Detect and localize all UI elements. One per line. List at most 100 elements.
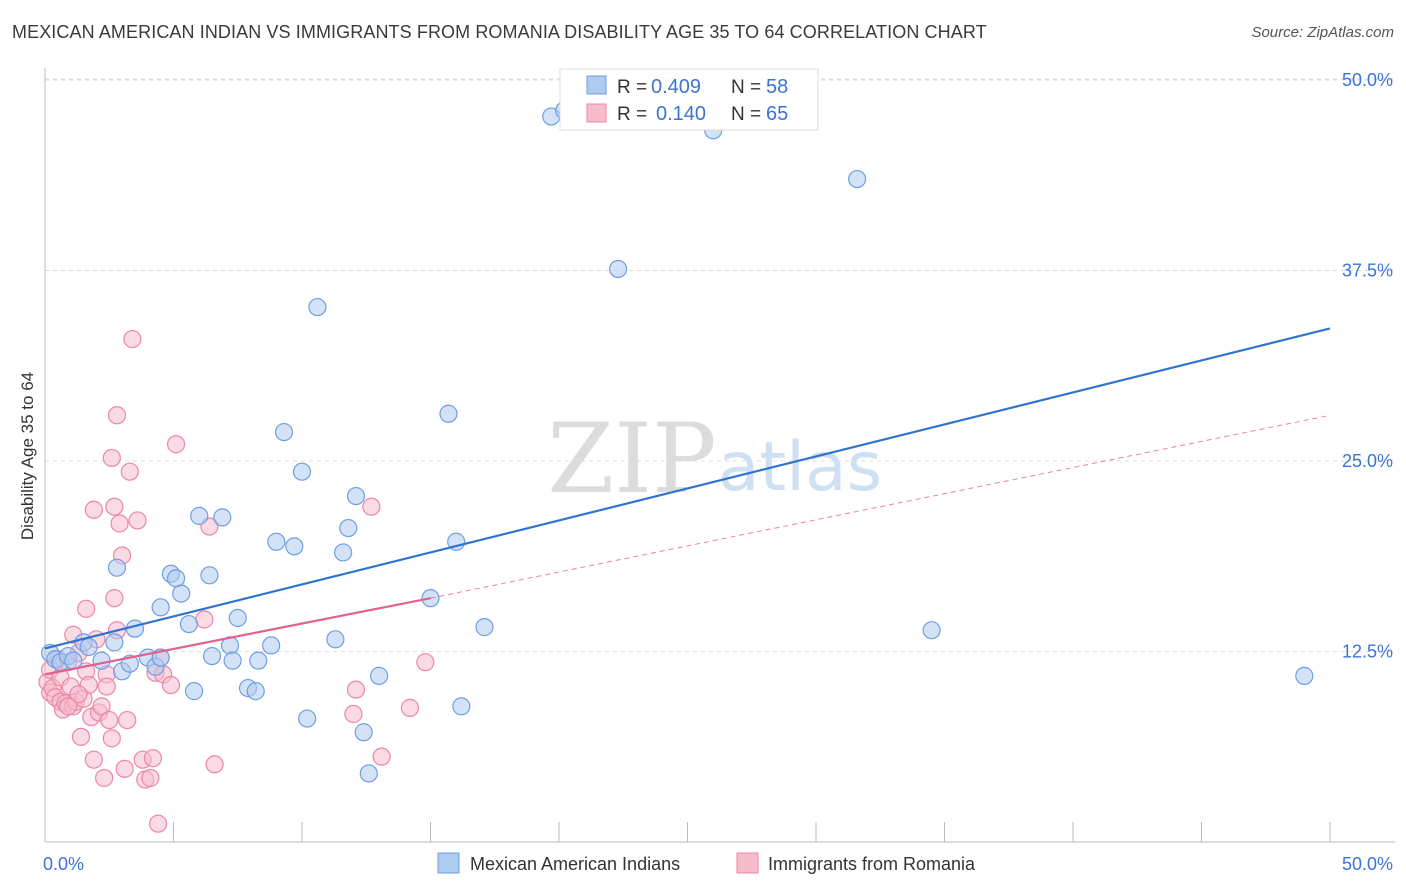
data-point-romania (95, 768, 114, 788)
source-label: Source: ZipAtlas.com (1251, 24, 1394, 41)
data-point-romania (97, 677, 116, 696)
data-point-mexican-american-indian (308, 297, 327, 317)
legend-top: R = 0.409 N = 58 R = 0.140 N = 65 (559, 68, 819, 131)
data-point-mexican-american-indian (370, 666, 389, 685)
legend-n-label-1: N = (731, 77, 761, 98)
data-point-mexican-american-indian (609, 259, 628, 279)
data-point-mexican-american-indian (79, 637, 98, 657)
data-point-romania (400, 698, 420, 717)
data-point-romania (71, 727, 91, 746)
data-point-mexican-american-indian (475, 618, 494, 637)
data-point-romania (166, 435, 186, 454)
data-point-mexican-american-indian (107, 558, 127, 577)
data-point-mexican-american-indian (184, 682, 204, 701)
data-point-romania (115, 759, 134, 778)
trend-line-romania (44, 597, 431, 676)
data-point-romania (362, 497, 381, 516)
trend-line-mexican-american-indian (44, 327, 1331, 650)
data-point-mexican-american-indian (354, 723, 373, 742)
data-point-romania (195, 610, 214, 629)
legend-bottom-label-blue: Mexican American Indians (470, 854, 680, 874)
series-romania-points (38, 329, 435, 833)
data-point-mexican-american-indian (452, 697, 471, 716)
legend-n-value-2: 65 (766, 103, 788, 125)
data-point-mexican-american-indian (246, 682, 265, 701)
data-point-mexican-american-indian (334, 543, 353, 562)
data-point-mexican-american-indian (166, 569, 186, 588)
x-tick-label: 50.0% (1342, 854, 1393, 874)
grid-lines (45, 78, 1395, 652)
data-point-romania (118, 710, 137, 730)
data-point-mexican-american-indian (346, 486, 366, 506)
data-point-romania (59, 697, 78, 716)
data-point-mexican-american-indian (190, 506, 209, 525)
data-point-mexican-american-indian (292, 462, 312, 481)
data-point-mexican-american-indian (200, 566, 219, 585)
data-point-mexican-american-indian (922, 621, 941, 640)
data-point-romania (416, 653, 435, 672)
watermark-zip: ZIP (547, 403, 716, 515)
legend-swatch-pink (586, 103, 607, 123)
watermark-atlas: atlas (718, 428, 882, 507)
y-tick-label: 12.5% (1342, 642, 1393, 662)
legend-n-value-1: 58 (766, 76, 788, 98)
data-point-romania (105, 589, 124, 608)
data-point-mexican-american-indian (223, 651, 242, 670)
data-point-mexican-american-indian (298, 709, 317, 728)
data-point-romania (120, 462, 139, 481)
data-point-mexican-american-indian (274, 422, 294, 442)
x-tick-label: 0.0% (43, 854, 84, 874)
legend-bottom-label-pink: Immigrants from Romania (768, 854, 976, 874)
data-point-romania (69, 685, 88, 704)
data-point-romania (77, 599, 96, 618)
data-point-mexican-american-indian (262, 636, 281, 655)
legend-bottom-swatch-blue (437, 852, 460, 874)
data-point-mexican-american-indian (848, 169, 867, 189)
data-point-romania (102, 729, 121, 748)
data-point-mexican-american-indian (285, 537, 304, 556)
legend-r-label-1: R = (617, 77, 647, 98)
data-point-mexican-american-indian (339, 518, 358, 538)
legend-swatch-blue (586, 75, 607, 95)
axes (44, 68, 1395, 843)
data-point-romania (105, 497, 124, 516)
legend-r-label-2: R = (617, 104, 647, 125)
data-point-romania (346, 680, 366, 699)
data-point-romania (128, 511, 147, 530)
data-point-mexican-american-indian (172, 584, 191, 603)
data-point-mexican-american-indian (151, 598, 170, 617)
data-point-romania (161, 675, 181, 695)
data-point-mexican-american-indian (267, 532, 286, 551)
data-point-romania (92, 697, 111, 716)
data-point-mexican-american-indian (1295, 666, 1314, 685)
data-point-romania (102, 448, 121, 468)
data-point-romania (84, 750, 103, 769)
data-point-mexican-american-indian (179, 614, 199, 634)
data-point-mexican-american-indian (105, 633, 124, 652)
data-point-romania (141, 768, 160, 788)
data-point-romania (143, 749, 163, 768)
data-point-romania (148, 814, 168, 833)
data-point-romania (372, 747, 391, 766)
data-point-romania (205, 755, 224, 774)
trend-lines (44, 327, 1331, 676)
y-tick-label: 25.0% (1342, 451, 1393, 471)
tick-labels: 12.5% 25.0% 37.5% 50.0% 0.0% 50.0% (43, 70, 1393, 874)
y-axis-label: Disability Age 35 to 64 (18, 372, 37, 540)
legend-bottom: Mexican American Indians Immigrants from… (437, 852, 976, 874)
legend-n-label-2: N = (731, 104, 761, 125)
data-point-mexican-american-indian (92, 651, 111, 670)
y-tick-label: 50.0% (1342, 70, 1393, 90)
data-point-romania (110, 514, 129, 533)
data-point-mexican-american-indian (326, 630, 345, 649)
data-point-romania (84, 500, 103, 519)
data-point-romania (107, 406, 127, 425)
chart-title: MEXICAN AMERICAN INDIAN VS IMMIGRANTS FR… (12, 22, 987, 42)
data-point-mexican-american-indian (359, 764, 378, 783)
data-point-mexican-american-indian (228, 608, 247, 628)
legend-bottom-swatch-pink (736, 852, 759, 874)
data-point-mexican-american-indian (439, 404, 458, 423)
legend-r-value-1: 0.409 (651, 76, 701, 98)
y-tick-label: 37.5% (1342, 261, 1393, 281)
